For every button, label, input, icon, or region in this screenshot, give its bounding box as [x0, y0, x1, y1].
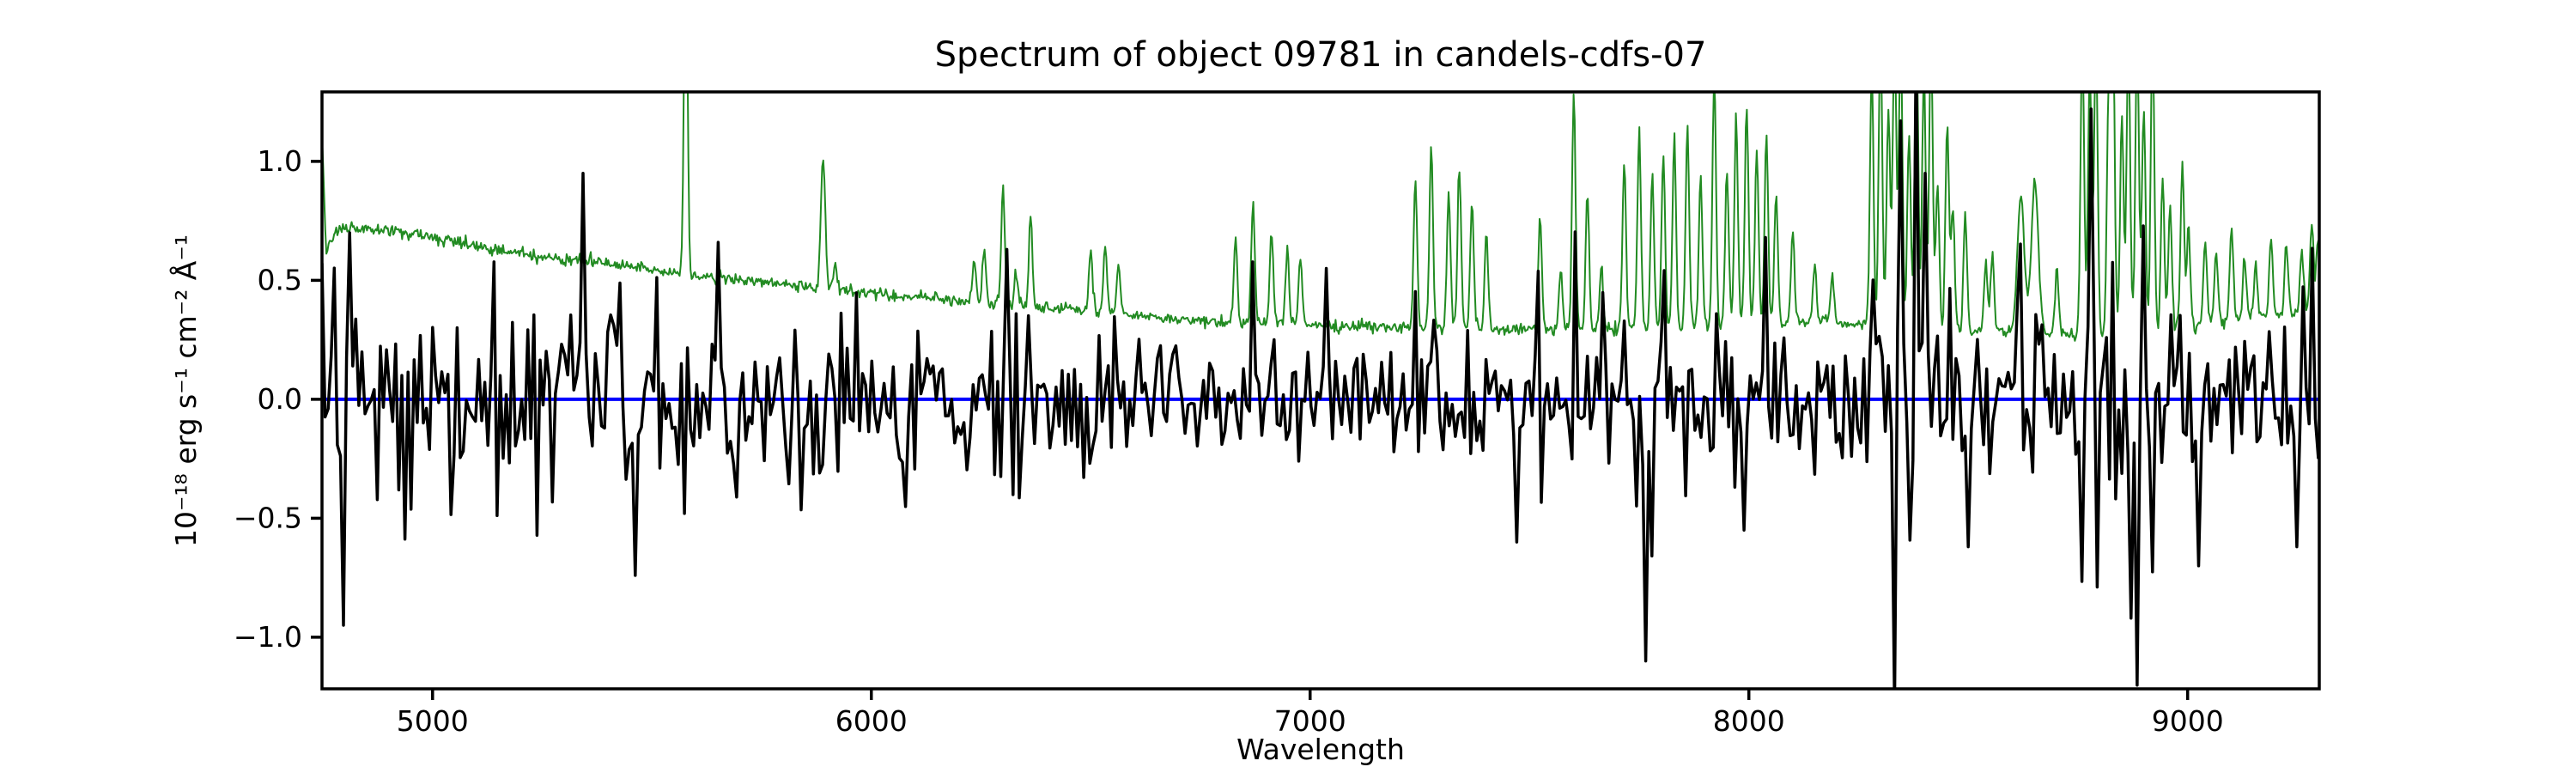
y-tick-label: 0.0 [258, 382, 302, 416]
axes-frame [320, 90, 2321, 691]
y-tick-label: 0.5 [258, 263, 302, 296]
x-axis-ticks: 5000 6000 7000 8000 9000 [397, 689, 2224, 738]
flux-spectrum-line [322, 92, 2319, 689]
y-axis-label: 10⁻¹⁸ erg s⁻¹ cm⁻² Å⁻¹ [168, 234, 203, 547]
plot-title: Spectrum of object 09781 in candels-cdfs… [935, 35, 1707, 75]
error-spectrum-line [322, 92, 2319, 342]
y-tick-label: −1.0 [234, 620, 302, 654]
plot-series [322, 92, 2319, 689]
x-tick-label: 9000 [2152, 704, 2224, 738]
x-tick-label: 5000 [397, 704, 469, 738]
x-axis-label: Wavelength [1236, 733, 1405, 766]
y-tick-label: 1.0 [258, 144, 302, 178]
x-tick-label: 6000 [835, 704, 908, 738]
y-axis-ticks: 1.0 0.5 0.0 −0.5 −1.0 [234, 144, 322, 654]
x-tick-label: 7000 [1274, 704, 1346, 738]
y-tick-label: −0.5 [234, 501, 302, 534]
x-tick-label: 8000 [1713, 704, 1785, 738]
